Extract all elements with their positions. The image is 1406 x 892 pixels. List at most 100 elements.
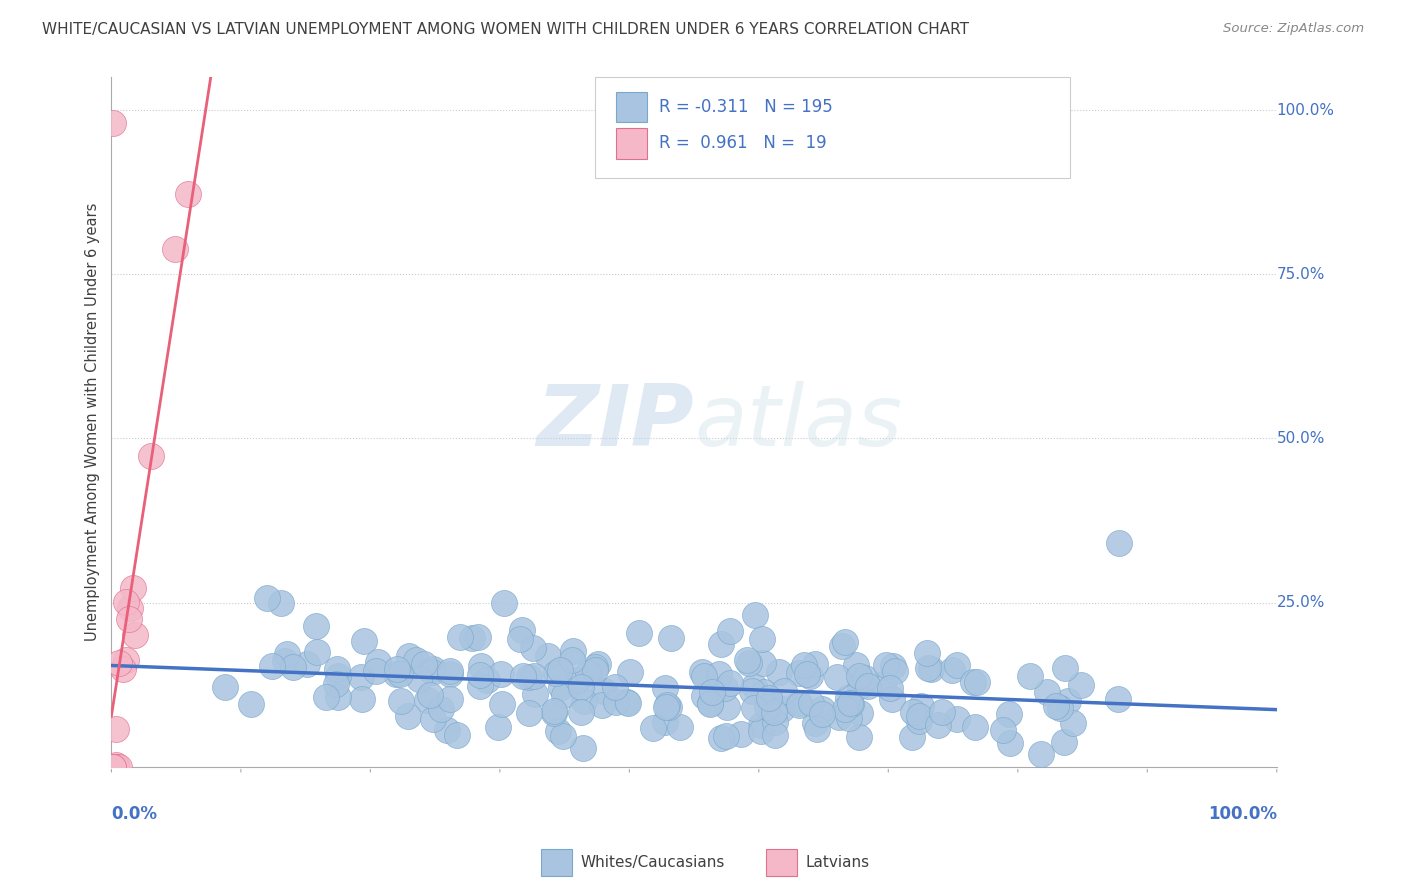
- Point: [1029, 747, 1052, 761]
- Point: [605, 695, 627, 709]
- Point: [709, 637, 731, 651]
- Point: [908, 709, 931, 723]
- Point: [486, 720, 509, 734]
- Point: [408, 672, 430, 686]
- Point: [908, 714, 931, 728]
- Point: [326, 662, 349, 676]
- Point: [910, 699, 932, 714]
- Point: [714, 681, 737, 695]
- Point: [1045, 698, 1067, 713]
- Point: [572, 694, 595, 708]
- Point: [658, 700, 681, 714]
- Text: 50.0%: 50.0%: [1277, 431, 1324, 446]
- Point: [446, 728, 468, 742]
- Point: [522, 641, 544, 656]
- Point: [561, 644, 583, 658]
- Point: [946, 712, 969, 726]
- Text: ZIP: ZIP: [537, 381, 695, 464]
- Point: [276, 647, 298, 661]
- Point: [122, 581, 145, 595]
- Point: [735, 653, 758, 667]
- Point: [758, 691, 780, 706]
- Point: [773, 684, 796, 698]
- Point: [1062, 715, 1084, 730]
- Point: [831, 639, 853, 653]
- Point: [353, 634, 375, 648]
- Point: [998, 736, 1021, 750]
- Point: [616, 695, 638, 709]
- Point: [326, 669, 349, 683]
- Point: [858, 679, 880, 693]
- Point: [297, 657, 319, 672]
- Point: [880, 692, 903, 706]
- Point: [716, 700, 738, 714]
- Point: [1108, 536, 1130, 550]
- Point: [659, 631, 682, 645]
- Point: [551, 729, 574, 743]
- Point: [240, 697, 263, 711]
- Point: [588, 657, 610, 672]
- Point: [270, 596, 292, 610]
- Point: [523, 669, 546, 683]
- Point: [1107, 691, 1129, 706]
- Text: R =  0.961   N =  19: R = 0.961 N = 19: [659, 134, 827, 152]
- Point: [569, 680, 592, 694]
- Point: [804, 657, 827, 671]
- Point: [460, 631, 482, 645]
- Point: [583, 660, 606, 674]
- Point: [283, 659, 305, 673]
- Point: [838, 711, 860, 725]
- Point: [749, 723, 772, 738]
- Point: [838, 696, 860, 710]
- Point: [256, 591, 278, 605]
- Point: [385, 666, 408, 681]
- Point: [799, 669, 821, 683]
- Point: [389, 667, 412, 681]
- Point: [315, 690, 337, 705]
- Point: [494, 596, 516, 610]
- Point: [536, 648, 558, 663]
- Point: [796, 667, 818, 681]
- Point: [962, 675, 984, 690]
- Point: [547, 723, 569, 738]
- Point: [800, 696, 823, 710]
- Point: [583, 663, 606, 677]
- Point: [491, 667, 513, 681]
- Point: [120, 600, 142, 615]
- Point: [470, 659, 492, 673]
- Point: [412, 657, 434, 671]
- Point: [475, 673, 498, 688]
- Point: [567, 673, 589, 687]
- Point: [398, 649, 420, 664]
- Point: [101, 759, 124, 773]
- Point: [603, 681, 626, 695]
- Point: [364, 665, 387, 679]
- Point: [692, 665, 714, 679]
- Point: [811, 707, 834, 722]
- Point: [396, 709, 419, 723]
- Point: [693, 689, 716, 703]
- Point: [991, 723, 1014, 738]
- Point: [1049, 701, 1071, 715]
- Point: [742, 679, 765, 693]
- Text: 0.0%: 0.0%: [111, 805, 157, 823]
- Point: [468, 667, 491, 681]
- Point: [763, 728, 786, 742]
- Point: [548, 663, 571, 677]
- Point: [617, 696, 640, 710]
- Text: 25.0%: 25.0%: [1277, 595, 1324, 610]
- Point: [806, 722, 828, 736]
- Point: [998, 706, 1021, 721]
- Point: [700, 685, 723, 699]
- Point: [405, 653, 427, 667]
- Point: [915, 646, 938, 660]
- Point: [882, 659, 904, 673]
- Point: [422, 712, 444, 726]
- Point: [416, 692, 439, 706]
- Point: [468, 679, 491, 693]
- Point: [752, 656, 775, 670]
- Point: [325, 677, 347, 691]
- Text: WHITE/CAUCASIAN VS LATVIAN UNEMPLOYMENT AMONG WOMEN WITH CHILDREN UNDER 6 YEARS : WHITE/CAUCASIAN VS LATVIAN UNEMPLOYMENT …: [42, 22, 969, 37]
- Point: [105, 723, 128, 737]
- Point: [927, 718, 949, 732]
